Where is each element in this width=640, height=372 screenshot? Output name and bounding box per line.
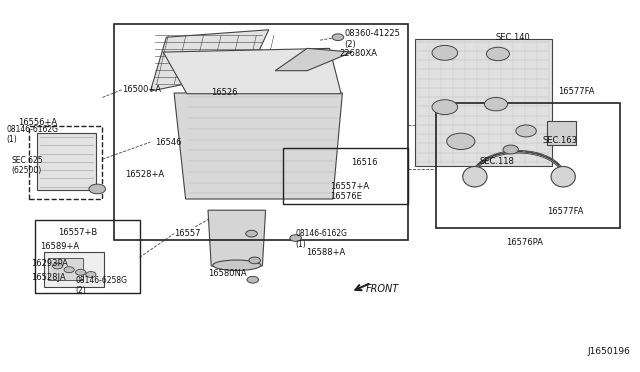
Circle shape [52,263,63,269]
Bar [547,121,576,145]
Text: 16589+A: 16589+A [40,242,79,251]
Circle shape [432,100,458,115]
Bar [114,24,408,240]
Circle shape [76,269,86,275]
Polygon shape [208,210,266,266]
Circle shape [516,125,536,137]
Text: 16577FA: 16577FA [558,87,595,96]
Text: 16557+A: 16557+A [330,182,369,190]
Circle shape [86,272,96,278]
Text: 08146-6258G
(2): 08146-6258G (2) [76,276,127,295]
Text: 16556+A: 16556+A [18,118,57,126]
Text: 16577FA: 16577FA [547,207,584,216]
Text: 16528JA: 16528JA [31,273,65,282]
Bar [48,258,83,280]
Ellipse shape [551,167,575,187]
Text: 16546: 16546 [156,138,182,147]
Text: FRONT: FRONT [366,285,399,294]
Polygon shape [163,48,341,94]
Text: 16588+A: 16588+A [306,248,345,257]
Text: 08146-6162G
(1): 08146-6162G (1) [6,125,58,144]
Bar [283,148,408,204]
Polygon shape [174,93,342,199]
Circle shape [246,230,257,237]
Text: SEC.163: SEC.163 [543,136,578,145]
Polygon shape [275,48,352,71]
Bar [44,252,104,287]
Text: 16576E: 16576E [330,192,362,201]
Text: 16293PA: 16293PA [31,259,68,268]
Text: 08360-41225
(2): 08360-41225 (2) [344,29,400,49]
Text: 16528+A: 16528+A [125,170,164,179]
Text: 16557: 16557 [174,229,200,238]
Text: 16526: 16526 [211,88,237,97]
Text: SEC.140: SEC.140 [496,33,531,42]
Text: 16516: 16516 [351,158,377,167]
Text: 08146-6162G
(1): 08146-6162G (1) [296,229,348,248]
Bar [415,39,552,166]
Text: J1650196: J1650196 [588,347,630,356]
Text: 16576PA: 16576PA [506,238,543,247]
Circle shape [484,97,508,111]
Text: 22680XA: 22680XA [339,49,377,58]
Text: 16557+B: 16557+B [58,228,97,237]
Circle shape [447,133,475,150]
Circle shape [290,235,301,241]
Bar [35,220,140,293]
Circle shape [432,45,458,60]
Circle shape [89,184,106,194]
Polygon shape [150,30,269,91]
Circle shape [64,267,74,273]
Text: 16500+A: 16500+A [122,85,161,94]
Text: 16580NA: 16580NA [208,269,246,278]
Circle shape [503,145,518,154]
Text: SEC.625
(62500): SEC.625 (62500) [12,156,43,175]
Circle shape [486,47,509,61]
Circle shape [332,34,344,41]
Circle shape [247,276,259,283]
Ellipse shape [463,167,487,187]
Circle shape [249,257,260,264]
Bar [29,126,102,199]
Bar [37,133,96,190]
Text: SEC.118: SEC.118 [480,157,515,166]
Ellipse shape [212,260,261,270]
Bar [436,103,620,228]
